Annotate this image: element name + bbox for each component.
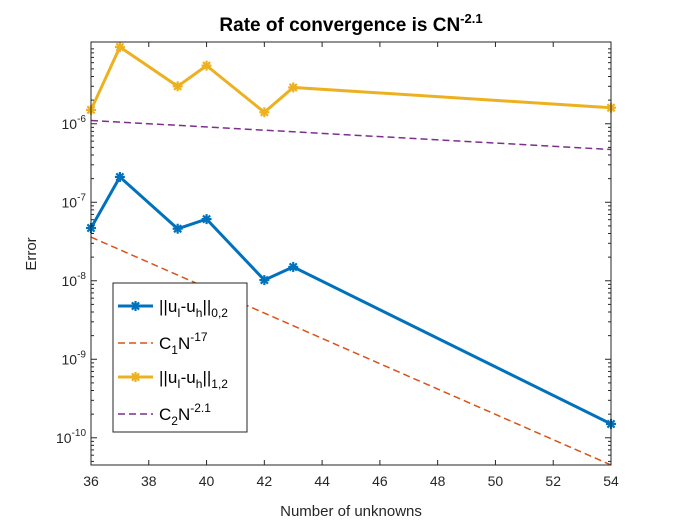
y-tick-label: 10-6 [62,114,87,132]
x-tick-label: 50 [488,473,504,489]
x-tick-label: 38 [141,473,157,489]
series-3-point [172,81,183,92]
series-4-line [91,119,611,151]
y-axis-label: Error [23,237,40,270]
legend-marker [130,372,141,382]
legend-marker [130,301,141,311]
legend: ||uI-uh||0,2 C1N-17 ||uI-uh||1,2 C2N-2.1 [112,282,248,433]
series-4 [91,119,611,151]
axes-layer: 36 38 40 42 44 46 48 50 52 54 10-10 10-9 10-8 10-7 10-… [56,41,619,489]
chart-title: Rate of convergence is CN-2.1 [219,11,482,36]
x-axis-label: Number of unknowns [280,503,422,520]
chart-title-exponent: -2.1 [460,11,482,26]
series-3-point [114,41,125,52]
axes-box [90,41,612,466]
series-2 [91,236,611,465]
legend-entry-3: ||uI-uh||1,2 [118,368,228,391]
y-tick-label: 10-7 [62,192,87,210]
series-3-point [259,107,270,118]
series-1-point [201,214,212,225]
series-1-point [172,223,183,234]
y-tick-label: 10-10 [56,428,86,446]
x-tick-label: 46 [372,473,388,489]
x-tick-label: 54 [603,473,619,489]
legend-entry-2: C1N-17 [118,330,208,357]
legend-label: ||uI-uh||1,2 [159,368,228,391]
y-tick-label: 10-9 [62,349,87,367]
series-2-line [91,236,611,465]
legend-entry-1: ||uI-uh||0,2 [118,297,228,320]
x-tick-label: 48 [430,473,446,489]
y-tick-label: 10-8 [62,271,87,289]
series-layer [86,41,616,465]
series-3-point [288,82,299,93]
legend-label: ||uI-uh||0,2 [159,297,228,320]
x-tick-label: 36 [83,473,99,489]
legend-label: C1N-17 [159,330,208,357]
x-tick-label: 52 [545,473,561,489]
series-1 [86,171,616,429]
series-1-point [114,171,125,182]
legend-entry-4: C2N-2.1 [118,401,211,428]
x-tick-label: 44 [314,473,330,489]
x-tick-label: 42 [257,473,273,489]
series-3-point [201,60,212,71]
legend-label: C2N-2.1 [159,401,211,428]
x-tick-label: 40 [199,473,215,489]
series-1-point [259,275,270,286]
series-1-point [288,261,299,272]
chart-title-main: Rate of convergence is CN [219,15,460,36]
